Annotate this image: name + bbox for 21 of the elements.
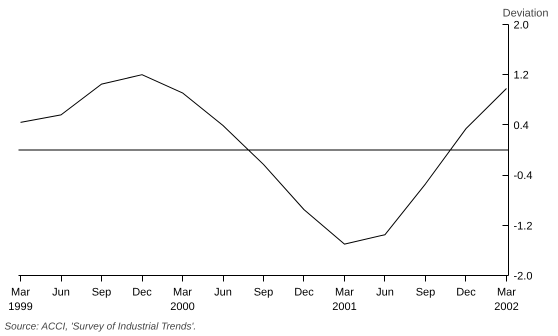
x-tick-label: Jun (376, 286, 394, 298)
x-tick-label: Dec (132, 286, 152, 298)
x-tick-label: Jun (52, 286, 70, 298)
y-tick-label: -2.0 (514, 270, 532, 282)
y-tick-label: -0.4 (514, 170, 532, 182)
x-tick-label: Sep (92, 286, 112, 298)
y-tick-label: 2.0 (514, 20, 529, 32)
y-tick-label: -1.2 (514, 220, 532, 232)
y-axis-title: Deviation (502, 8, 548, 20)
x-tick-label: Dec (456, 286, 476, 298)
y-tick-label: 0.4 (514, 120, 529, 132)
x-tick-label: Sep (254, 286, 274, 298)
y-tick-label: 1.2 (514, 70, 529, 82)
x-tick-label: Mar 2002 (494, 286, 519, 313)
source-note: Source: ACCI, 'Survey of Industrial Trends'. (4, 322, 196, 332)
x-tick-label: Dec (294, 286, 314, 298)
x-tick-label: Mar 2000 (170, 286, 195, 313)
x-tick-label: Jun (214, 286, 232, 298)
x-tick-label: Mar 1999 (8, 286, 33, 313)
x-tick-label: Sep (416, 286, 436, 298)
x-tick-label: Mar 2001 (332, 286, 357, 313)
